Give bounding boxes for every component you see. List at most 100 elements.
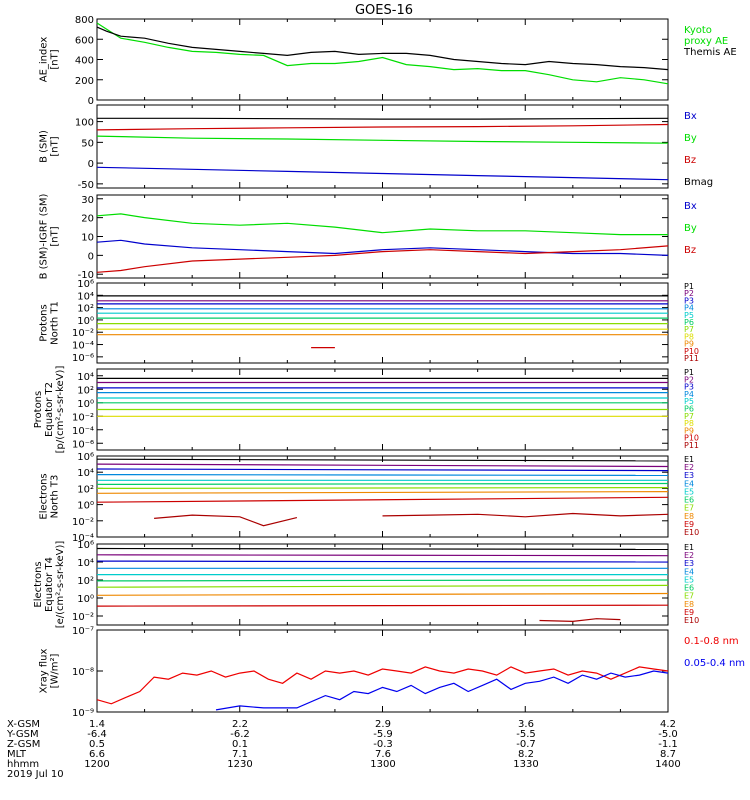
footer-row-label: 2019 Jul 10 <box>7 769 64 780</box>
footer-row-label: MLT <box>7 749 27 760</box>
legend-entry: E1 <box>684 543 694 552</box>
legend-entry: P7 <box>684 412 694 421</box>
y-tick-label: 0 <box>88 251 94 262</box>
y-tick-label: 10⁴ <box>77 468 94 479</box>
panel-frame <box>96 18 669 101</box>
footer-value: 2.2 <box>232 719 248 730</box>
y-tick-label: 10⁶ <box>77 540 94 551</box>
legend-entry: P5 <box>684 311 694 320</box>
legend-entry: P6 <box>684 405 694 414</box>
y-tick-label: -50 <box>78 180 94 191</box>
panel-frame <box>96 104 669 189</box>
footer-value: 6.6 <box>89 749 105 760</box>
y-tick-label: 10⁶ <box>77 452 94 463</box>
series-line-e3 <box>96 468 669 472</box>
legend-entry: E2 <box>684 551 694 560</box>
legend-entry: P4 <box>684 390 694 399</box>
y-tick-label: 30 <box>81 195 94 206</box>
legend-entry: Kyoto proxy AE <box>684 25 728 47</box>
legend-entry: P6 <box>684 318 694 327</box>
legend-entry: P11 <box>684 354 699 363</box>
legend-entry: Bx <box>684 201 697 212</box>
legend-entry: Themis AE <box>683 47 737 58</box>
legend-entry: E9 <box>684 608 694 617</box>
panel-8: 10⁻⁹ 10⁻⁸ 10⁻⁷ Xray flux[W/m²] 0.1-0.8 nm 0.0… <box>39 626 746 719</box>
legend-entry: E6 <box>684 584 694 593</box>
series-line-bz <box>96 245 669 273</box>
y-tick-label: 10⁰ <box>77 316 94 327</box>
y-axis-label: ElectronsEquator T4[e/(cm²-s-sr-keV)] <box>33 541 66 629</box>
footer-value: -5.5 <box>516 729 536 740</box>
legend-entry: P8 <box>684 419 694 428</box>
legend-entry: E7 <box>684 592 694 601</box>
series-line-bmag <box>97 117 669 120</box>
legend-entry: P10 <box>684 434 699 443</box>
y-axis-label: B (SM)-IGRF (SM)[nT] <box>39 194 61 280</box>
y-tick-label: 10⁻⁷ <box>72 626 94 637</box>
footer-row-label: Z-GSM <box>7 739 40 750</box>
series-line-e8 <box>96 592 669 596</box>
legend-entry: E7 <box>684 504 694 513</box>
y-tick-label: 10⁻⁴ <box>72 426 94 437</box>
footer-row-label: Y-GSM <box>6 729 39 740</box>
footer-value: 4.2 <box>660 719 676 730</box>
y-tick-label: 10⁴ <box>77 291 94 302</box>
series-line-kyoto-proxy-ae <box>96 22 669 85</box>
series-line-by <box>96 213 668 236</box>
y-tick-label: 10⁰ <box>77 399 94 410</box>
series-line-bx <box>96 239 669 256</box>
series-line-0-1-0-8-nm <box>96 666 669 705</box>
y-axis-label: Xray flux[W/m²] <box>39 649 61 694</box>
legend-entry: P3 <box>684 296 694 305</box>
y-tick-label: 10⁰ <box>77 501 94 512</box>
legend-entry: P10 <box>684 347 699 356</box>
footer-value: 8.2 <box>518 749 534 760</box>
legend-entry: Bx <box>684 111 697 122</box>
panel-frame <box>96 194 669 279</box>
y-tick-label: 600 <box>75 35 94 46</box>
y-tick-label: 20 <box>81 214 94 225</box>
legend-entry: E8 <box>684 600 694 609</box>
panel-7: 10⁻² 10⁰ 10² 10⁴ 10⁶ ElectronsEquator T4[e/(c… <box>33 540 699 628</box>
legend-entry: 0.05-0.4 nm <box>684 658 745 669</box>
y-axis-label: ProtonsEquator T2[p/(cm²-s-sr-keV)] <box>33 366 66 454</box>
series-line-by <box>96 135 669 144</box>
legend-entry: Bz <box>684 155 696 166</box>
footer-value: 1400 <box>655 759 680 770</box>
footer-value: 1230 <box>227 759 252 770</box>
footer-value: -6.4 <box>87 729 107 740</box>
legend-entry: E3 <box>684 559 694 568</box>
legend-entry: E10 <box>684 528 699 537</box>
panel-frame <box>96 455 669 538</box>
series-line-e2 <box>96 463 669 468</box>
legend-entry: E10 <box>684 616 699 625</box>
y-tick-label: 10² <box>77 576 94 587</box>
footer-value: 8.7 <box>660 749 676 760</box>
legend-entry: Bmag <box>684 177 713 188</box>
legend-entry: E3 <box>684 471 694 480</box>
footer-row-label: hhmm <box>7 759 39 770</box>
legend-entry: P1 <box>684 282 694 291</box>
legend-entry: P11 <box>684 441 699 450</box>
footer-row-label: X-GSM <box>7 719 40 730</box>
legend-entry: P9 <box>684 340 694 349</box>
legend-entry: P4 <box>684 304 694 313</box>
y-tick-label: 10⁻² <box>72 328 94 339</box>
y-axis-label: AE_index[nT] <box>39 37 61 83</box>
footer-value: 1300 <box>370 759 395 770</box>
y-tick-label: 200 <box>75 76 94 87</box>
y-tick-label: 10² <box>77 385 94 396</box>
legend-entry: P8 <box>684 332 694 341</box>
y-axis-label: ElectronsNorth T3 <box>39 473 61 519</box>
footer-value: -5.0 <box>658 729 678 740</box>
series-line-e1 <box>96 458 669 462</box>
legend-entry: P1 <box>684 368 694 377</box>
y-tick-label: -10 <box>78 270 94 281</box>
footer-value: 1330 <box>513 759 538 770</box>
series-line-e8 <box>96 491 669 494</box>
footer-value: -5.9 <box>373 729 393 740</box>
